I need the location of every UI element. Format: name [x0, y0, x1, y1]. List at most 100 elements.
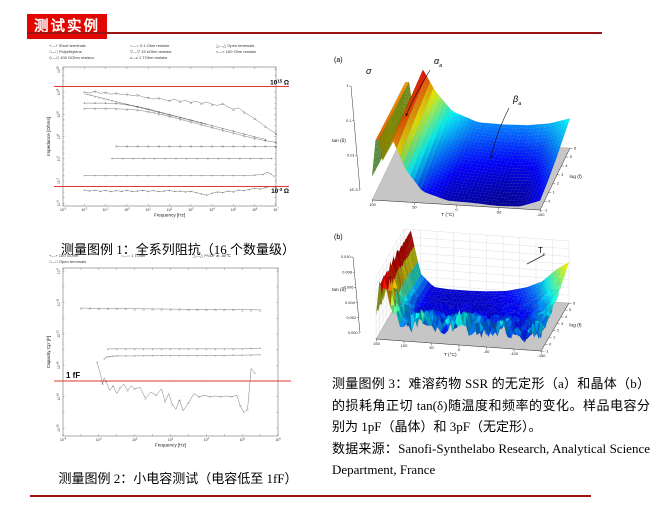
svg-text:□: □ — [107, 97, 109, 101]
svg-text:108: 108 — [275, 438, 281, 442]
svg-text:4: 4 — [565, 164, 567, 168]
svg-text:10-3 Ω: 10-3 Ω — [271, 187, 289, 195]
svg-text:10-1: 10-1 — [103, 208, 110, 212]
svg-text:10-6: 10-6 — [57, 200, 61, 207]
svg-text:+: + — [105, 188, 107, 192]
capacitance-vs-frequency-chart: 10-4 10-2 100 102 104 106 108 10-8 10-10 10-12 10-… — [46, 253, 291, 448]
svg-text:○: ○ — [106, 355, 108, 359]
svg-text:△—△ Open terminals: △—△ Open terminals — [216, 43, 254, 48]
svg-text:▽—▽ 15 kOhm resistor: ▽—▽ 15 kOhm resistor — [130, 49, 172, 54]
annotation-a: (a) — [334, 57, 343, 64]
svg-text:Frequency [Hz]: Frequency [Hz] — [154, 213, 185, 218]
svg-text:○: ○ — [94, 173, 96, 177]
svg-text:10-4: 10-4 — [60, 438, 67, 442]
svg-text:□—□ Open terminals: □—□ Open terminals — [49, 259, 86, 264]
svg-text:◇—◇ 100 GOhm resistor: ◇—◇ 100 GOhm resistor — [49, 55, 95, 60]
svg-text:▽: ▽ — [211, 145, 214, 149]
svg-text:○: ○ — [179, 354, 181, 358]
svg-text:□: □ — [201, 121, 203, 125]
svg-text:0: 0 — [549, 342, 551, 346]
annotation-β: βa — [512, 94, 521, 107]
svg-text:△: △ — [94, 89, 97, 93]
svg-text:+: + — [158, 190, 160, 194]
svg-text:×: × — [122, 157, 124, 161]
svg-text:+: + — [147, 189, 149, 193]
svg-text:△: △ — [178, 307, 181, 311]
svg-text:○: ○ — [170, 354, 172, 358]
svg-text:×: × — [196, 157, 198, 161]
svg-text:○: ○ — [161, 354, 163, 358]
svg-text:1: 1 — [346, 83, 348, 88]
svg-text:-1: -1 — [545, 349, 548, 353]
svg-text:+—+ 100 GOhm: +—+ 100 GOhm — [49, 253, 79, 258]
svg-text:10-10: 10-10 — [57, 298, 61, 306]
svg-text:0.006: 0.006 — [344, 285, 354, 290]
svg-text:□: □ — [164, 399, 166, 403]
svg-text:△: △ — [125, 307, 128, 311]
svg-text:10-8: 10-8 — [57, 268, 61, 275]
svg-text:1010: 1010 — [57, 110, 61, 117]
svg-text:+: + — [137, 189, 139, 193]
svg-text:+: + — [227, 189, 229, 193]
svg-text:1014: 1014 — [57, 88, 61, 95]
svg-text:△: △ — [232, 107, 235, 111]
svg-text:z: z — [179, 115, 181, 119]
svg-text:◇: ◇ — [83, 107, 86, 111]
series-r-100gohm: ◇ ◇ ◇ ◇ ◇ ◇ ◇ ◇ ◇ ◇ ◇ ◇ ◇ ◇ ◇ ◇ ◇ ◇ ◇ — [83, 107, 278, 145]
svg-text:+: + — [232, 347, 234, 351]
svg-text:□: □ — [145, 107, 147, 111]
svg-text:1: 1 — [553, 191, 555, 195]
figure2-caption: 测量图例 2：小电容测试（电容低至 1fF） — [58, 471, 298, 486]
svg-text:□: □ — [124, 102, 126, 106]
svg-text:△: △ — [80, 306, 83, 310]
series-r-15kohm: ▽ ▽ ▽ ▽ ▽ ▽ ▽ ▽ ▽ ▽ ▽ ▽ ▽ ▽ ▽ ▽ — [115, 145, 278, 149]
svg-text:104: 104 — [204, 438, 210, 442]
figure3-caption-text: 测量图例 3：难溶药物 SSR 的无定形（a）和晶体（b）的损耗角正切 tan(… — [332, 376, 650, 434]
svg-text:○: ○ — [267, 170, 269, 174]
svg-text:▽: ▽ — [136, 145, 139, 149]
annotation-α: αa — [434, 56, 442, 69]
svg-text:z: z — [158, 110, 160, 114]
svg-text:tan (δ): tan (δ) — [332, 138, 346, 144]
svg-text:10-16: 10-16 — [57, 392, 61, 400]
svg-text:○: ○ — [115, 173, 117, 177]
svg-text:○: ○ — [243, 173, 245, 177]
svg-text:1E-3: 1E-3 — [349, 187, 357, 192]
svg-text:▽: ▽ — [190, 145, 193, 149]
svg-text:1: 1 — [553, 336, 555, 340]
svg-text:+: + — [217, 190, 219, 194]
svg-text:50: 50 — [429, 345, 434, 350]
svg-text:△: △ — [134, 307, 137, 311]
svg-text:×: × — [250, 157, 252, 161]
svg-text:150: 150 — [373, 341, 380, 346]
svg-text:z: z — [211, 124, 213, 128]
svg-text:△: △ — [98, 306, 101, 310]
svg-text:+: + — [222, 191, 224, 195]
svg-text:▽: ▽ — [179, 145, 182, 149]
svg-text:z: z — [126, 103, 128, 107]
svg-text:○: ○ — [112, 354, 114, 358]
svg-text:△: △ — [200, 101, 203, 105]
svg-text:□: □ — [134, 387, 136, 391]
svg-text:+: + — [131, 190, 133, 194]
svg-text:106: 106 — [240, 438, 246, 442]
svg-text:○: ○ — [126, 173, 128, 177]
svg-text:z: z — [169, 113, 171, 117]
svg-text:△: △ — [241, 308, 244, 312]
svg-text:◇: ◇ — [94, 107, 97, 111]
svg-text:+: + — [233, 190, 235, 194]
svg-text:Capacity Cp' [F]: Capacity Cp' [F] — [46, 336, 51, 369]
svg-text:◇: ◇ — [136, 108, 139, 112]
svg-text:□: □ — [141, 106, 143, 110]
svg-text:○: ○ — [188, 353, 190, 357]
svg-text:+: + — [223, 347, 225, 351]
svg-text:+: + — [126, 188, 128, 192]
svg-text:△: △ — [264, 124, 267, 128]
svg-text:+: + — [163, 189, 165, 193]
svg-text:○: ○ — [103, 357, 105, 361]
svg-text:0.008: 0.008 — [342, 269, 352, 274]
svg-text:+: + — [107, 347, 109, 351]
svg-text:□: □ — [188, 401, 190, 405]
svg-text:3: 3 — [561, 173, 563, 177]
svg-text:+: + — [211, 191, 213, 195]
